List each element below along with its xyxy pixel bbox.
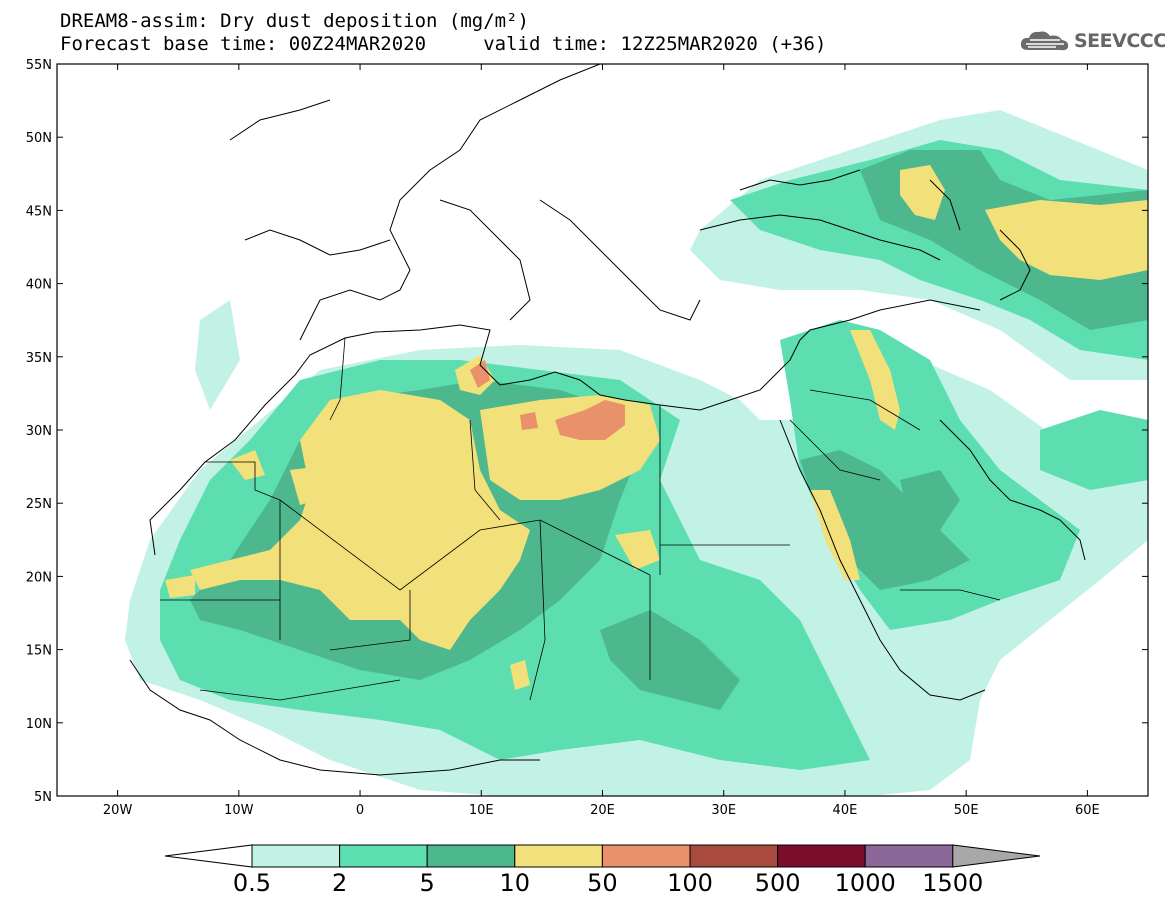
lat-tick-label: 30N [26,424,52,439]
colorbar-segment [777,844,866,868]
lat-tick-label: 5N [34,790,52,805]
lat-tick-label: 50N [26,131,52,146]
political-borders [160,337,1001,701]
latitude-axis: 5N 10N 15N 20N 25N 30N 35N 40N 45N 50N 55N [26,58,1148,805]
lon-tick-label: 10E [469,803,494,818]
colorbar-label: 1000 [835,869,896,897]
lat-tick-label: 10N [26,717,52,732]
longitude-axis: 20W 10W 0 10E 20E 30E 40E 50E 60E [103,64,1100,818]
colorbar-segment [339,844,428,868]
lat-tick-label: 15N [26,644,52,659]
contour-level-50 [470,360,625,440]
colorbar-segment [514,844,603,868]
lat-tick-label: 35N [26,351,52,366]
lon-tick-label: 20W [103,803,133,818]
colorbar-label: 10 [500,869,531,897]
lon-tick-label: 20E [590,803,615,818]
lat-tick-label: 45N [26,204,52,219]
lon-tick-label: 40E [833,803,858,818]
colorbar-label: 50 [587,869,618,897]
colorbar-under-arrow [164,844,253,868]
coastlines-and-borders [129,64,1086,776]
colorbar-label: 500 [755,869,801,897]
lat-tick-label: 40N [26,278,52,293]
lon-tick-label: 10W [224,803,254,818]
colorbar-over-arrow [952,844,1041,868]
colorbar-label: 2 [332,869,347,897]
colorbar: 0.5 2 5 10 50 100 500 1000 1500 [164,844,1041,897]
colorbar-label: 5 [420,869,435,897]
colorbar-segment [601,844,691,868]
lon-tick-label: 60E [1075,803,1100,818]
colorbar-segment [689,844,779,868]
lon-tick-label: 50E [954,803,979,818]
lat-tick-label: 55N [26,58,52,73]
logo-text: SEEVCCC [1074,30,1165,52]
chart-title: DREAM8-assim: Dry dust deposition (mg/m²… [60,10,529,32]
cloud-icon [1020,31,1069,51]
colorbar-label: 0.5 [233,869,271,897]
seevccc-logo: SEEVCCC [1018,28,1165,54]
colorbar-label: 1500 [922,869,983,897]
colorbar-segment [864,844,954,868]
lat-tick-label: 25N [26,497,52,512]
colorbar-segment [251,844,341,868]
colorbar-label: 100 [667,869,713,897]
forecast-time-subtitle: Forecast base time: 00Z24MAR2020 valid t… [60,33,827,55]
lat-tick-label: 20N [26,570,52,585]
lon-tick-label: 0 [356,803,364,818]
colorbar-segment [426,844,516,868]
lon-tick-label: 30E [711,803,736,818]
